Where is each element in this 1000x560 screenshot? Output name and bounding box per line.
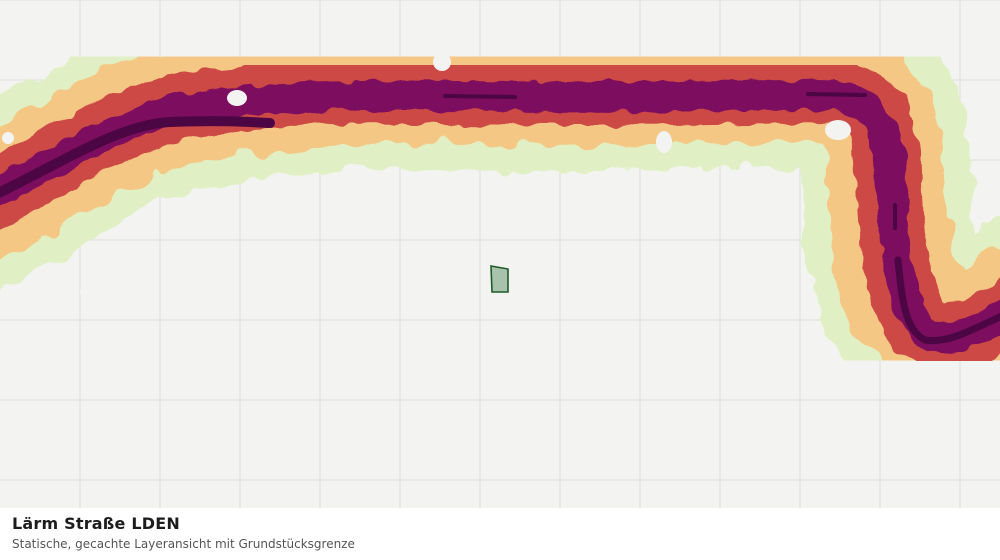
- map-hole: [80, 280, 104, 304]
- map-hole: [656, 131, 672, 153]
- noise-band-extreme: [806, 92, 867, 97]
- map-hole: [825, 120, 851, 140]
- parcel-boundary[interactable]: [490, 265, 509, 293]
- map-holes: [2, 53, 851, 304]
- map-hole: [739, 161, 753, 183]
- layer-title: Lärm Straße LDEN: [12, 514, 180, 533]
- map-hole: [433, 53, 451, 71]
- layer-subtitle: Statische, gecachte Layeransicht mit Gru…: [12, 537, 355, 551]
- map-canvas: [0, 0, 1000, 508]
- map-hole: [227, 90, 247, 106]
- layer-caption: Lärm Straße LDEN Statische, gecachte Lay…: [0, 508, 1000, 560]
- noise-band-very-high: [0, 79, 1000, 352]
- noise-band-extreme: [0, 116, 275, 198]
- map-hole: [2, 132, 14, 144]
- noise-zones: [0, 0, 1000, 420]
- noise-band-extreme: [443, 94, 517, 99]
- map-view[interactable]: [0, 0, 1000, 508]
- map-hole: [665, 166, 699, 186]
